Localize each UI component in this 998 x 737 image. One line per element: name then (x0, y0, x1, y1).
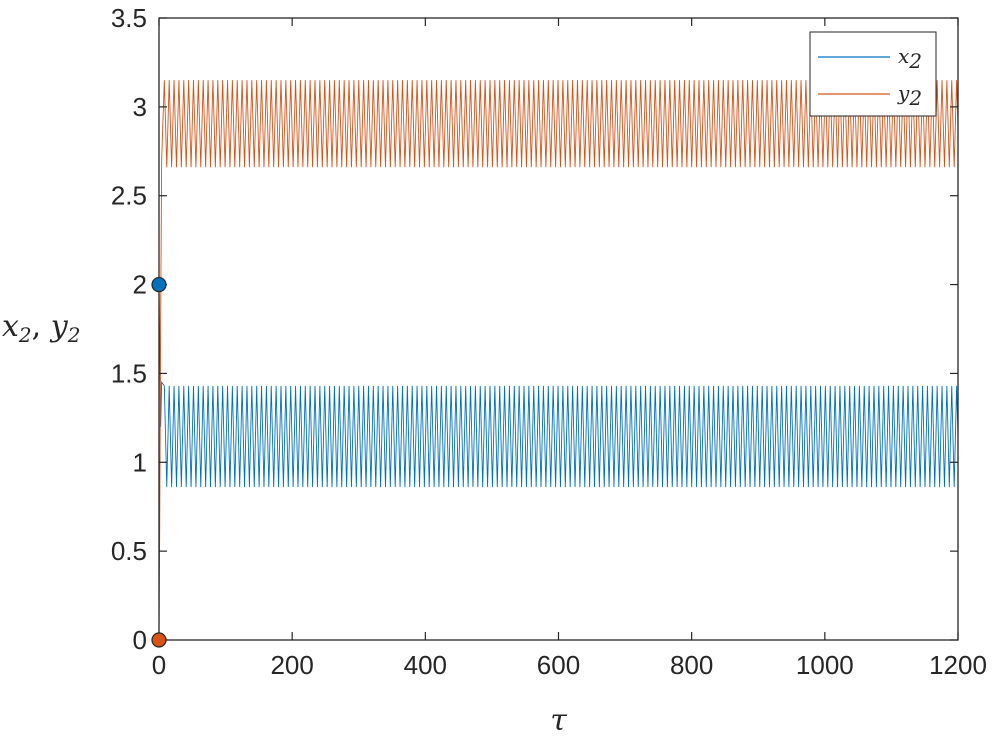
y-tick-label: 3.5 (111, 3, 147, 33)
y-axis-label: x2, y2 (2, 309, 80, 347)
x-tick-label: 600 (537, 650, 580, 680)
x-axis: 0 200 400 600 800 1000 1200 (152, 18, 987, 680)
x-tick-label: 0 (152, 650, 166, 680)
y-axis-label-part: 2 (18, 323, 32, 347)
x-tick-label: 800 (670, 650, 713, 680)
legend: x2 y2 (809, 31, 937, 117)
y-axis-label-part: 2 (67, 323, 81, 347)
y-tick-label: 2 (133, 270, 147, 300)
legend-box (809, 31, 937, 117)
y-tick-label: 1 (133, 447, 147, 477)
y-axis-label-part: x (2, 309, 19, 344)
y-tick-label: 2.5 (111, 181, 147, 211)
marker-x2 (151, 276, 167, 293)
y-axis-label-part: y (49, 309, 69, 344)
y-tick-label: 0.5 (111, 536, 147, 566)
series-line-y2 (158, 80, 959, 641)
y-tick-label: 3 (133, 92, 147, 122)
legend-label-x2: x2 (898, 44, 922, 73)
y-tick-label: 0 (133, 625, 147, 655)
x-axis-label: τ (550, 703, 567, 737)
marker-y2 (151, 632, 167, 648)
x-tick-label: 400 (404, 650, 447, 680)
y-tick-label: 1.5 (111, 358, 147, 388)
y-axis: 0 0.5 1 1.5 2 2.5 3 3.5 (111, 3, 958, 655)
legend-label-y2: y2 (897, 81, 922, 110)
initial-markers (151, 276, 167, 648)
x-tick-label: 200 (270, 650, 313, 680)
plot-lines (158, 80, 959, 641)
x-tick-label: 1000 (796, 650, 854, 680)
y-axis-label-part: , (32, 309, 51, 344)
series-line-x2 (158, 284, 959, 488)
x-tick-label: 1200 (929, 650, 987, 680)
